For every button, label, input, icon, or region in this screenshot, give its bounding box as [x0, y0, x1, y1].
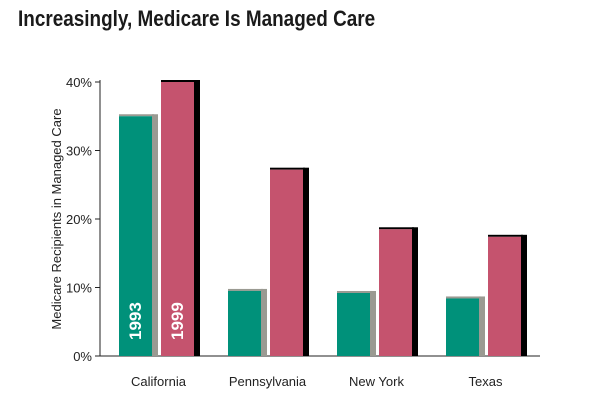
bar-pennsylvania-1993	[228, 290, 261, 356]
bar-shadow	[412, 227, 418, 356]
y-tick-label: 10%	[66, 281, 92, 296]
bar-shadow	[521, 234, 527, 356]
bar-top-edge	[337, 290, 372, 293]
bar-shadow	[479, 296, 485, 356]
y-tick-label: 0%	[73, 349, 92, 364]
chart-labels: 1993 1999 California Pennsylvania New York Te…	[126, 302, 503, 389]
bar-new-york-1993	[337, 292, 370, 356]
bar-texas-1993	[446, 298, 479, 356]
y-tick-label: 30%	[66, 144, 92, 159]
bar-shadow	[261, 288, 267, 356]
chart-bars	[119, 80, 527, 356]
y-axis-label: Medicare Recipients in Managed Care	[49, 108, 64, 329]
category-label: Texas	[469, 374, 503, 389]
category-label: California	[131, 374, 187, 389]
bar-top-edge	[119, 114, 154, 117]
bar-pennsylvania-1999	[270, 169, 303, 356]
bar-shadow	[370, 290, 376, 356]
bar-top-edge	[228, 288, 263, 291]
year-label-1999: 1999	[168, 302, 187, 340]
chart-title: Increasingly, Medicare Is Managed Care	[18, 6, 376, 31]
category-label: Pennsylvania	[229, 374, 307, 389]
bar-california-1993	[119, 116, 152, 356]
bar-shadow	[194, 80, 200, 356]
y-tick-label: 40%	[66, 75, 92, 90]
bar-top-edge	[270, 167, 305, 170]
year-label-1993: 1993	[126, 302, 145, 340]
bar-top-edge	[446, 296, 481, 299]
bar-shadow	[303, 167, 309, 356]
bar-top-edge	[161, 80, 196, 82]
chart-axes: 0% 10% 20% 30% 40% Medicare Recipients in Man…	[49, 75, 540, 364]
bar-top-edge	[488, 234, 523, 237]
bar-shadow	[152, 114, 158, 356]
bar-top-edge	[379, 227, 414, 230]
category-label: New York	[349, 374, 404, 389]
y-tick-label: 20%	[66, 212, 92, 227]
bar-texas-1999	[488, 236, 521, 356]
bar-california-1999	[161, 82, 194, 356]
bar-new-york-1999	[379, 229, 412, 356]
